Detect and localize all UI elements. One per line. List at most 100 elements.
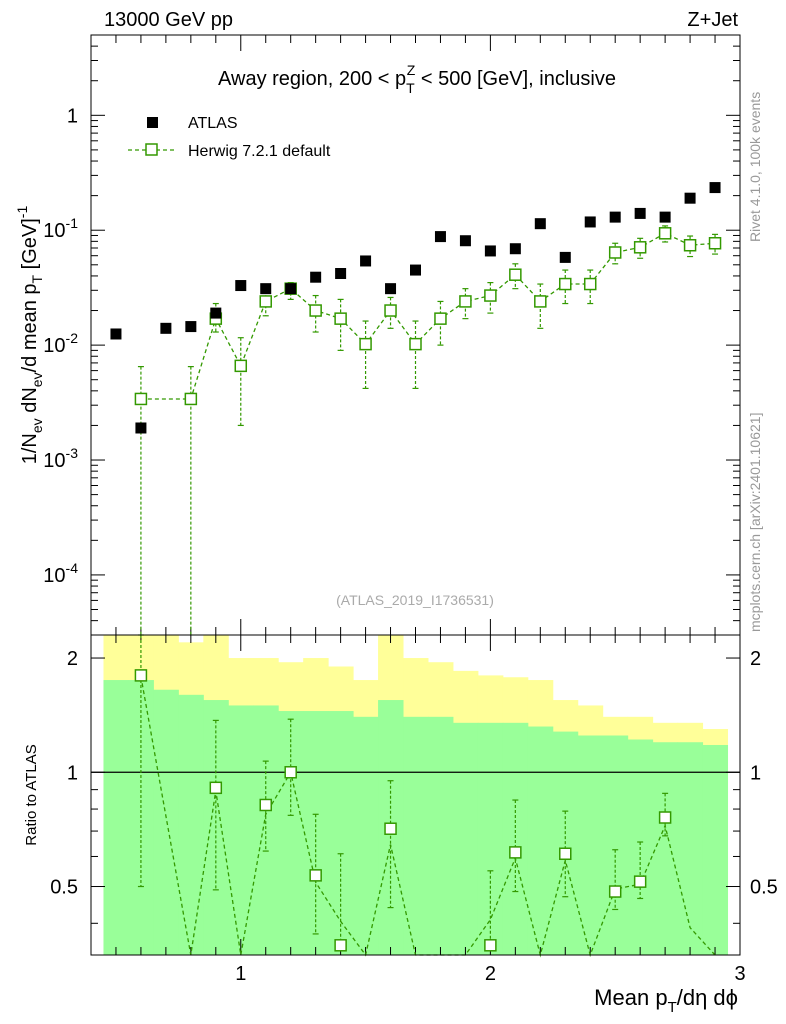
ratio-y-tick-label: 2 [67, 648, 78, 670]
legend: ATLAS Herwig 7.2.1 default [128, 115, 331, 160]
herwig-point [534, 295, 547, 308]
atlas-point [534, 218, 546, 230]
ratio-point [559, 847, 572, 860]
ratio-point [608, 885, 622, 898]
y-tick-base: 10 [43, 450, 65, 472]
ratio-series [134, 634, 716, 958]
x-tick-label: 3 [734, 963, 745, 985]
x-tick-label: 2 [485, 963, 496, 985]
legend-herwig-marker [145, 143, 158, 156]
ratio-point [384, 822, 397, 835]
green-band [702, 744, 729, 955]
green-band [353, 716, 379, 955]
y-tick-label: 1 [67, 105, 78, 127]
herwig-point [359, 337, 372, 351]
herwig-line [140, 232, 716, 400]
atlas-point [285, 283, 297, 295]
chart-title: Away region, 200 < pTZ < 500 [GeV], incl… [218, 62, 616, 96]
atlas-point [160, 322, 172, 334]
herwig-point [459, 295, 472, 308]
ratio-uncertainty-bands [103, 635, 729, 955]
ratio-point [259, 798, 272, 812]
green-band [452, 722, 479, 955]
green-band [677, 742, 704, 955]
ratio-y-tick-label-right: 0.5 [750, 877, 778, 899]
ratio-y-tick-label: 0.5 [50, 877, 78, 899]
atlas-point [709, 182, 721, 194]
main-axis-ticks: 10-410-310-210-11 [43, 34, 741, 636]
herwig-point [583, 277, 597, 291]
header-left: 13000 GeV pp [104, 9, 233, 31]
herwig-point [484, 289, 497, 302]
atlas-point [135, 422, 147, 434]
atlas-point [509, 243, 521, 255]
herwig-point [559, 277, 572, 291]
mcplots-label: mcplots.cern.ch [arXiv:2401.10621] [747, 413, 763, 632]
herwig-point [309, 304, 322, 317]
ratio-y-tick-label-right: 1 [750, 762, 761, 784]
ratio-line [140, 676, 716, 958]
ratio-y-tick-label-right: 2 [750, 648, 761, 670]
herwig-point [608, 246, 622, 259]
green-band [477, 722, 504, 955]
herwig-point [134, 392, 148, 406]
green-band [652, 742, 679, 955]
ratio-point [134, 669, 148, 682]
legend-atlas-label: ATLAS [188, 115, 238, 132]
green-band [178, 694, 204, 955]
atlas-point [484, 245, 496, 257]
main-series [110, 182, 722, 434]
green-band [303, 711, 329, 955]
atlas-point [659, 211, 671, 223]
herwig-point [509, 268, 522, 281]
x-axis-label: Mean pT/dη dϕ [594, 985, 738, 1016]
y-tick-exponent: -3 [66, 445, 79, 461]
green-band [403, 716, 429, 955]
y-tick-exponent: -2 [66, 330, 79, 346]
herwig-point [409, 337, 422, 351]
ratio-point [334, 939, 347, 952]
ratio-point [509, 846, 522, 859]
ratio-point [658, 811, 672, 824]
atlas-point [310, 271, 322, 283]
y-tick-base: 10 [43, 565, 65, 587]
atlas-point [684, 192, 696, 204]
green-band [602, 735, 629, 955]
ratio-point [209, 781, 223, 795]
herwig-point [184, 392, 198, 406]
atlas-point [634, 207, 646, 219]
ratio-point [633, 875, 647, 888]
watermark: (ATLAS_2019_I1736531) [336, 592, 494, 608]
legend-atlas-marker [147, 117, 158, 128]
ratio-point [309, 869, 322, 882]
atlas-point [210, 307, 222, 319]
green-band [228, 705, 254, 955]
herwig-point [658, 227, 672, 240]
atlas-point [434, 231, 446, 243]
rivet-label: Rivet 4.1.0, 100k events [747, 92, 763, 242]
green-band [427, 716, 454, 955]
herwig-point [334, 312, 347, 325]
ratio-y-axis-label: Ratio to ATLAS [23, 744, 40, 845]
legend-herwig-label: Herwig 7.2.1 default [188, 143, 331, 160]
atlas-point [609, 211, 621, 223]
green-band [103, 680, 129, 955]
atlas-point [584, 216, 596, 228]
y-tick-label: 10-4 [43, 560, 78, 587]
ratio-point [484, 939, 497, 952]
herwig-point [259, 295, 272, 308]
green-band [577, 735, 604, 955]
atlas-point [410, 264, 421, 276]
atlas-point [235, 280, 247, 292]
y-tick-label: 10-1 [43, 215, 78, 242]
y-tick-label: 10-2 [43, 330, 78, 357]
herwig-point [683, 238, 697, 252]
herwig-point [234, 359, 248, 373]
ratio-point [284, 766, 297, 779]
atlas-point [459, 235, 471, 247]
herwig-point [434, 312, 447, 325]
herwig-point [633, 241, 647, 254]
atlas-point [360, 255, 372, 267]
atlas-point [110, 328, 122, 340]
